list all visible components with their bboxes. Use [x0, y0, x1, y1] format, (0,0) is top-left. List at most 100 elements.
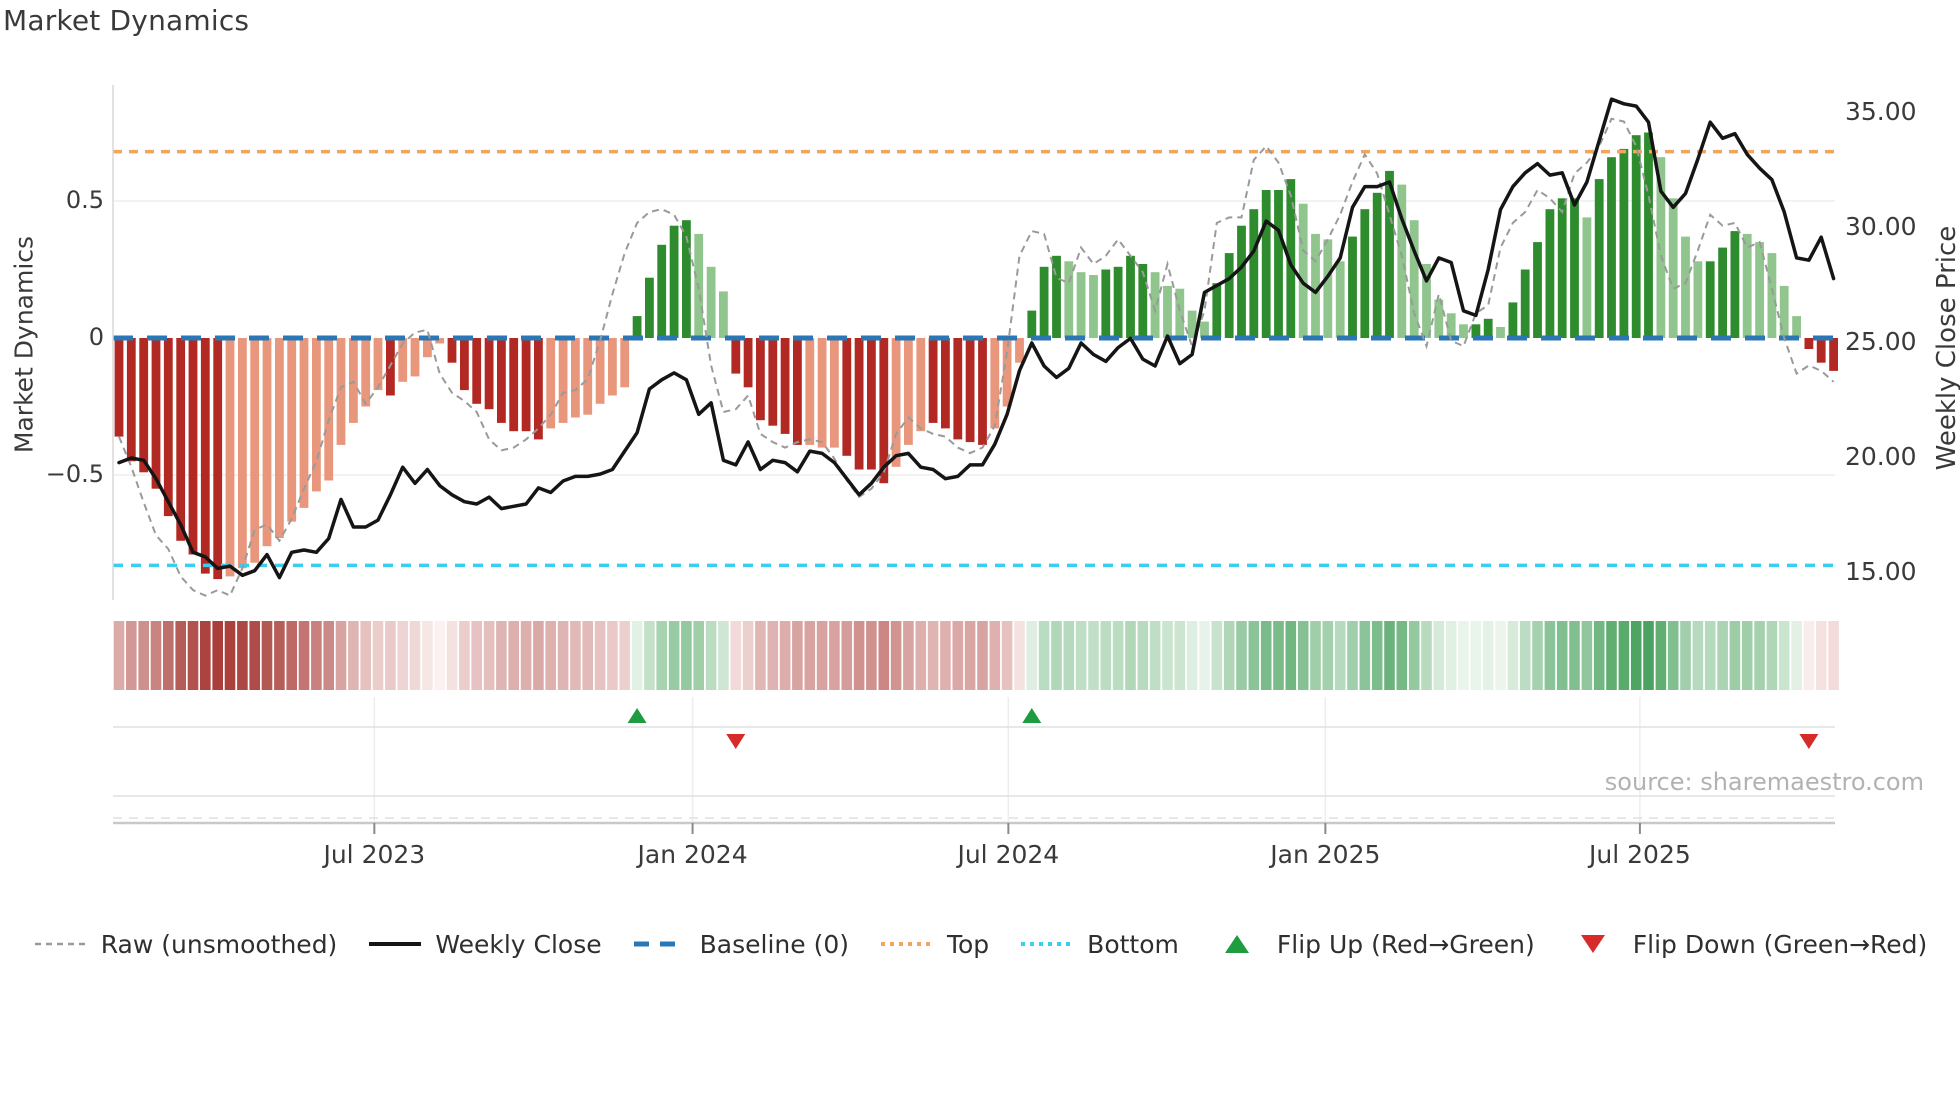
heatmap-cell — [890, 621, 902, 690]
dynamics-bar — [1249, 209, 1259, 338]
heatmap-cell — [1186, 621, 1198, 690]
top-swatch-icon — [879, 933, 935, 955]
heatmap-cell — [1433, 621, 1445, 690]
dynamics-bar — [1052, 255, 1061, 338]
x-axis-tick-label: Jul 2023 — [323, 840, 426, 869]
dynamics-bar — [546, 338, 556, 429]
heatmap-cell — [286, 621, 297, 690]
heatmap-cell — [311, 621, 322, 690]
dynamics-bar — [768, 338, 778, 426]
heatmap-cell — [385, 621, 396, 690]
dynamics-bar — [1705, 261, 1715, 338]
heatmap-cell — [1371, 621, 1383, 690]
heatmap-cell — [533, 621, 544, 690]
dynamics-bar — [657, 244, 667, 338]
dynamics-bar — [608, 338, 617, 396]
legend-item-flip-down: Flip Down (Green→Red) — [1565, 930, 1927, 959]
dynamics-bar — [1520, 269, 1530, 338]
dynamics-bar — [1619, 148, 1629, 338]
heatmap-cell — [1519, 621, 1531, 690]
heatmap-cell — [779, 621, 791, 690]
marker-subplot — [113, 697, 1835, 834]
heatmap-cell — [1741, 621, 1753, 690]
heatmap-cell — [1828, 621, 1839, 690]
left-axis-title: Market Dynamics — [9, 235, 39, 454]
heatmap-cell — [594, 621, 606, 690]
dynamics-bar — [484, 338, 494, 410]
heatmap-cell — [557, 621, 569, 690]
x-axis-tick-label: Jul 2025 — [1589, 840, 1691, 869]
dynamics-bar — [1101, 269, 1111, 338]
heatmap-cell — [1606, 621, 1617, 690]
dynamics-bar — [213, 338, 223, 580]
dynamics-bar — [1089, 275, 1098, 338]
price-line — [117, 97, 1836, 580]
heatmap-cell — [1322, 621, 1334, 690]
dynamics-bar — [1594, 179, 1604, 338]
heatmap-cell — [1236, 621, 1247, 690]
dynamics-bar — [312, 338, 321, 492]
heatmap-cell — [1569, 621, 1580, 690]
dynamics-bar — [941, 338, 950, 429]
dynamics-bar — [817, 338, 827, 448]
heatmap-cell — [1680, 621, 1691, 690]
dynamics-bar — [163, 338, 173, 517]
heatmap-cell — [1482, 621, 1494, 690]
source-attribution: source: sharemaestro.com — [1604, 768, 1924, 796]
dynamics-bar — [1138, 264, 1148, 338]
heatmap-cell — [1470, 621, 1482, 690]
dynamics-bar — [1570, 198, 1579, 338]
legend-label: Bottom — [1087, 929, 1179, 959]
heatmap-cell — [1260, 621, 1272, 690]
bottom-swatch-icon — [1019, 933, 1075, 955]
dynamics-bar — [1113, 266, 1123, 338]
dynamics-bar — [1656, 157, 1666, 338]
page-title: Market Dynamics — [3, 4, 250, 37]
heatmap-cell — [1199, 621, 1210, 690]
x-axis-tick-label: Jan 2025 — [1270, 840, 1381, 869]
heatmap-cell — [903, 621, 914, 690]
heatmap-cell — [940, 621, 951, 690]
heatmap-cell — [1149, 621, 1161, 690]
dynamics-bar — [583, 338, 593, 415]
heatmap-cell — [755, 621, 766, 690]
heatmap-cell — [126, 621, 137, 690]
dynamics-bar — [1755, 242, 1764, 338]
dynamics-bar — [719, 291, 728, 338]
heatmap-cell — [582, 621, 593, 690]
heatmap-cell — [730, 621, 742, 690]
heatmap-cell — [1334, 621, 1346, 690]
heatmap-cell — [866, 621, 877, 690]
dynamics-bar — [953, 338, 963, 440]
dynamics-bar — [1730, 231, 1740, 338]
heatmap-cell — [150, 621, 162, 690]
heatmap-cell — [1001, 621, 1013, 690]
heatmap-cell — [1038, 621, 1050, 690]
heatmap-cell — [1778, 621, 1790, 690]
heatmap-cell — [1692, 621, 1704, 690]
heatmap-cell — [1359, 621, 1371, 690]
dynamics-bar — [188, 338, 198, 555]
dynamics-bar — [1767, 253, 1777, 338]
legend-item-bottom: Bottom — [1019, 930, 1179, 959]
heatmap-cell — [1248, 621, 1260, 690]
dynamics-bar — [410, 338, 420, 377]
dynamics-bar — [275, 338, 284, 538]
heatmap-cell — [927, 621, 939, 690]
dynamics-bar — [423, 338, 432, 358]
dynamics-bar — [1533, 242, 1542, 338]
heatmap-cell — [1223, 621, 1235, 690]
dynamics-bar — [1582, 217, 1592, 338]
dynamics-bar — [595, 338, 605, 404]
chart-legend: Raw (unsmoothed) Weekly Close Baseline (0)… — [0, 920, 1960, 968]
dynamics-bar — [1742, 233, 1752, 338]
heatmap-cell — [1507, 621, 1519, 690]
dynamics-bar — [1311, 233, 1320, 338]
heatmap-cell — [1211, 621, 1223, 690]
heatmap-cell — [1495, 621, 1506, 690]
left-axis-tick-label: 0.5 — [65, 186, 104, 214]
dynamics-bar — [1631, 135, 1641, 338]
heatmap-cell — [656, 621, 667, 690]
dynamics-bar — [1557, 198, 1567, 338]
